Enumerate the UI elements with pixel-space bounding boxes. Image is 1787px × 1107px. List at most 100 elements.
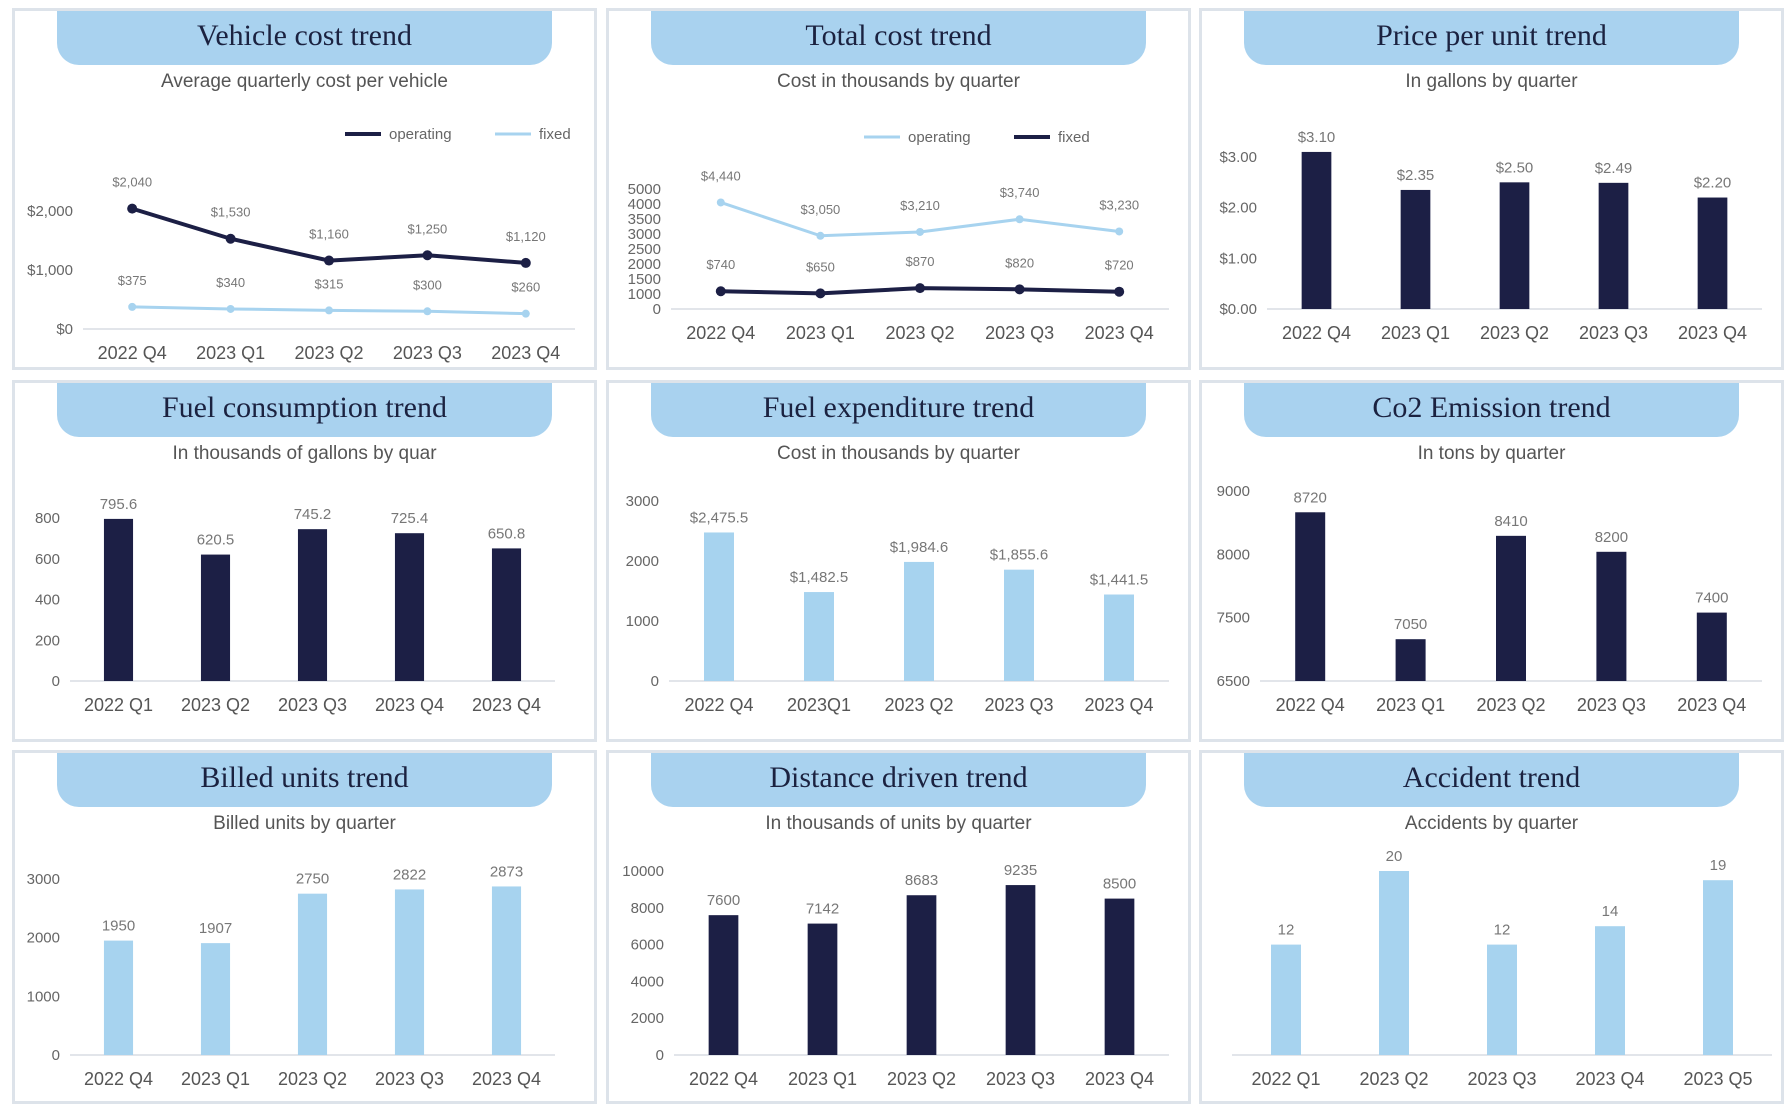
data-point bbox=[716, 198, 725, 207]
chart-subtitle: Accidents by quarter bbox=[1404, 813, 1579, 834]
chart-title-tab: Fuel expenditure trend bbox=[651, 383, 1146, 437]
data-label: $3,740 bbox=[1000, 185, 1040, 200]
x-tick-label: 2023 Q3 bbox=[984, 695, 1053, 715]
data-point bbox=[1015, 215, 1024, 224]
data-label: $375 bbox=[118, 273, 147, 288]
y-tick-label: $2.00 bbox=[1219, 200, 1257, 217]
x-tick-label: 2023 Q2 bbox=[181, 695, 250, 715]
y-tick-label: 400 bbox=[35, 592, 60, 609]
data-label: $3,050 bbox=[801, 202, 841, 217]
data-point bbox=[325, 306, 333, 315]
chart-title-tab: Co2 Emission trend bbox=[1244, 383, 1739, 437]
bar bbox=[1104, 594, 1134, 681]
legend-label: operating bbox=[908, 129, 971, 146]
chart-title: Fuel expenditure trend bbox=[762, 391, 1035, 424]
y-tick-label: 0 bbox=[651, 673, 659, 690]
chart-panel-price-per-unit: Price per unit trend In gallons by quart… bbox=[1199, 8, 1784, 370]
x-tick-label: 2023 Q4 bbox=[1085, 323, 1154, 343]
x-tick-label: 2023 Q2 bbox=[294, 343, 363, 363]
chart-title: Total cost trend bbox=[805, 19, 992, 52]
x-tick-label: 2023 Q4 bbox=[1677, 695, 1746, 715]
bar bbox=[708, 915, 739, 1055]
data-label: $3,230 bbox=[1099, 197, 1139, 212]
x-tick-label: 2023 Q2 bbox=[1476, 695, 1545, 715]
data-point bbox=[816, 231, 825, 240]
data-point bbox=[715, 286, 726, 297]
bar bbox=[807, 923, 838, 1055]
data-label: 7142 bbox=[806, 901, 839, 918]
chart-panel-distance-driven: Distance driven trend In thousands of un… bbox=[606, 750, 1191, 1104]
y-tick-label: 2000 bbox=[631, 1010, 664, 1027]
chart-subtitle: Billed units by quarter bbox=[213, 813, 396, 834]
x-tick-label: 2023 Q1 bbox=[1381, 323, 1450, 343]
x-tick-label: 2022 Q4 bbox=[686, 323, 755, 343]
bar bbox=[297, 893, 328, 1055]
bar bbox=[297, 529, 328, 681]
chart-title: Fuel consumption trend bbox=[162, 391, 447, 424]
y-tick-label: 200 bbox=[35, 632, 60, 649]
x-tick-label: 2023 Q1 bbox=[1376, 695, 1445, 715]
bar bbox=[904, 561, 934, 681]
y-tick-label: 3000 bbox=[628, 226, 661, 243]
y-tick-label: 5000 bbox=[628, 181, 661, 198]
x-tick-label: 2023Q1 bbox=[787, 695, 851, 715]
y-tick-label: $0.00 bbox=[1219, 301, 1257, 318]
bar bbox=[1598, 182, 1629, 309]
chart-title-tab: Accident trend bbox=[1244, 753, 1739, 807]
x-tick-label: 2023 Q4 bbox=[375, 695, 444, 715]
bar bbox=[1703, 880, 1733, 1055]
x-tick-label: 2023 Q4 bbox=[1085, 1069, 1154, 1089]
y-tick-label: $0 bbox=[56, 321, 73, 338]
data-label: $1,482.5 bbox=[790, 569, 848, 586]
x-tick-label: 2023 Q5 bbox=[1683, 1069, 1752, 1089]
y-tick-label: 2500 bbox=[628, 241, 661, 258]
y-tick-label: 2000 bbox=[628, 256, 661, 273]
data-label: $260 bbox=[511, 280, 540, 295]
chart-panel-total-cost: Total cost trend Cost in thousands by qu… bbox=[606, 8, 1191, 370]
data-label: $650 bbox=[806, 259, 835, 274]
data-label: $1,160 bbox=[309, 227, 349, 242]
bar bbox=[1697, 197, 1728, 309]
x-tick-label: 2023 Q2 bbox=[887, 1069, 956, 1089]
y-tick-label: 1000 bbox=[27, 988, 60, 1005]
data-label: 745.2 bbox=[294, 506, 332, 523]
data-point bbox=[225, 233, 236, 244]
bar-chart-accident: 2022 Q1 2023 Q2 2023 Q3 2023 Q4 2023 Q5 12 20 1… bbox=[1232, 848, 1772, 1089]
x-tick-label: 2023 Q1 bbox=[181, 1069, 250, 1089]
x-tick-label: 2023 Q1 bbox=[196, 343, 265, 363]
chart-title-tab: Total cost trend bbox=[651, 11, 1146, 65]
data-label: 725.4 bbox=[391, 510, 429, 527]
data-label: 7400 bbox=[1695, 590, 1728, 607]
data-label: $870 bbox=[906, 254, 935, 269]
data-label: 19 bbox=[1710, 857, 1727, 874]
data-label: 7600 bbox=[707, 892, 740, 909]
chart-title-tab: Price per unit trend bbox=[1244, 11, 1739, 65]
y-tick-label: 600 bbox=[35, 551, 60, 568]
y-tick-label: 1000 bbox=[628, 286, 661, 303]
x-tick-label: 2023 Q3 bbox=[375, 1069, 444, 1089]
data-label: 7050 bbox=[1394, 616, 1427, 633]
bar bbox=[1595, 926, 1625, 1055]
chart-title-tab: Billed units trend bbox=[57, 753, 552, 807]
chart-subtitle: In thousands of units by quarter bbox=[765, 813, 1032, 834]
chart-panel-billed-units: Billed units trend Billed units by quart… bbox=[12, 750, 597, 1104]
bar bbox=[1499, 182, 1530, 309]
chart-subtitle: Cost in thousands by quarter bbox=[777, 443, 1020, 464]
chart-subtitle: Cost in thousands by quarter bbox=[777, 71, 1020, 92]
data-label: $315 bbox=[315, 276, 344, 291]
x-tick-label: 2023 Q3 bbox=[278, 695, 347, 715]
x-tick-label: 2022 Q4 bbox=[689, 1069, 758, 1089]
data-label: 2873 bbox=[490, 863, 523, 880]
chart-title: Billed units trend bbox=[200, 761, 409, 794]
chart-subtitle: In gallons by quarter bbox=[1405, 71, 1578, 92]
data-label: 8720 bbox=[1294, 489, 1327, 506]
x-tick-label: 2023 Q3 bbox=[393, 343, 462, 363]
data-point bbox=[423, 307, 432, 316]
data-label: $2.50 bbox=[1496, 159, 1534, 176]
data-label: 12 bbox=[1278, 922, 1295, 939]
bar bbox=[1379, 871, 1409, 1055]
x-tick-label: 2023 Q4 bbox=[491, 343, 560, 363]
data-point bbox=[1114, 286, 1125, 297]
y-tick-label: 4000 bbox=[628, 196, 661, 213]
